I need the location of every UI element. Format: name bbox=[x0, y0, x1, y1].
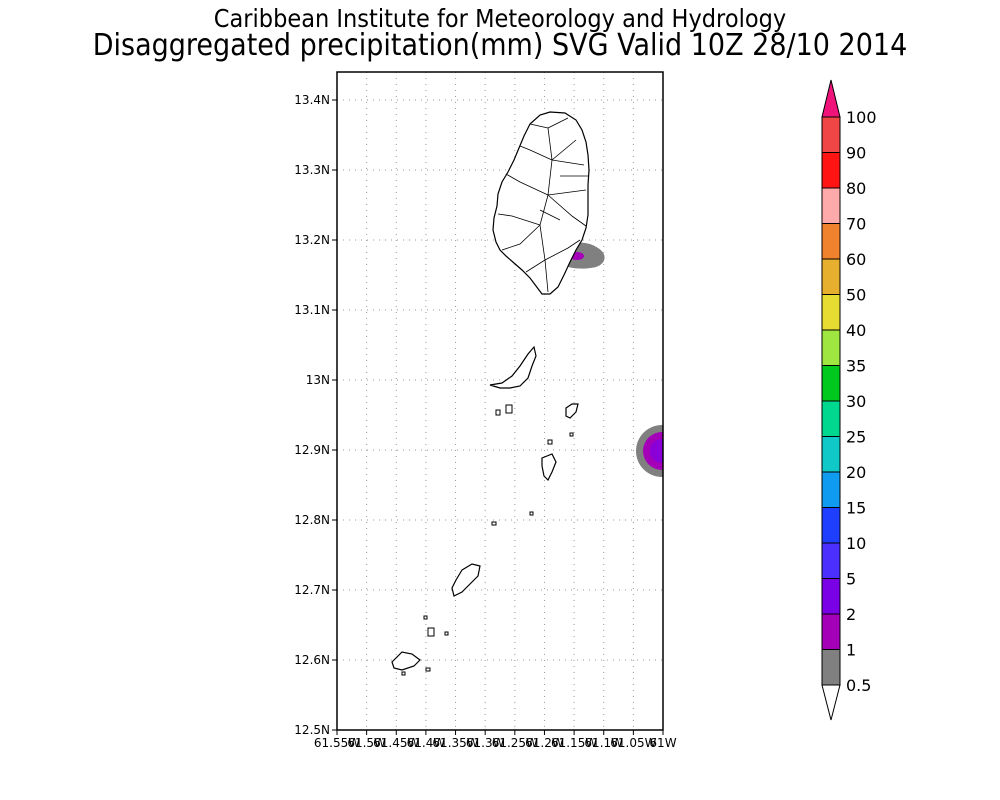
colorbar-segment bbox=[821, 329, 841, 366]
small-islets bbox=[401, 404, 574, 676]
lat-tick-label: 13.3N bbox=[294, 163, 330, 177]
lat-tick-label: 13.4N bbox=[294, 93, 330, 107]
colorbar-segment bbox=[821, 365, 841, 402]
colorbar-label: 2 bbox=[846, 605, 856, 624]
axes: 12.5N 12.6N 12.7N 12.8N 12.9N 13N 13.1N 13.2N 13… bbox=[294, 93, 676, 750]
lon-tick-label: 61.1W bbox=[584, 736, 623, 750]
title-institute: Caribbean Institute for Meteorology and … bbox=[213, 4, 787, 33]
gridlines bbox=[337, 72, 663, 730]
island-saint-vincent bbox=[492, 111, 590, 295]
lon-tick-label: 61.05W bbox=[610, 736, 656, 750]
colorbar-label: 25 bbox=[846, 428, 866, 447]
colorbar-segment bbox=[821, 400, 841, 437]
colorbar-segment bbox=[821, 258, 841, 295]
lat-tick-label: 12.6N bbox=[294, 653, 330, 667]
island-canouan bbox=[541, 453, 557, 482]
colorbar-label: 50 bbox=[846, 286, 866, 305]
colorbar-label: 0.5 bbox=[846, 676, 871, 695]
precip-area-east-edge bbox=[636, 425, 663, 477]
lat-tick-label: 12.8N bbox=[294, 513, 330, 527]
colorbar-label: 35 bbox=[846, 357, 866, 376]
colorbar-label: 5 bbox=[846, 570, 856, 589]
colorbar-label: 60 bbox=[846, 250, 866, 269]
colorbar-segment bbox=[821, 116, 841, 153]
island-union bbox=[451, 563, 481, 597]
colorbar-segment bbox=[821, 471, 841, 508]
colorbar-segment bbox=[821, 542, 841, 579]
colorbar: 100 90 80 70 60 50 40 35 30 25 20 15 10 5 2 1 0.5 bbox=[821, 79, 877, 721]
lon-tick-label: 61.15W bbox=[551, 736, 597, 750]
lat-tick-label: 12.7N bbox=[294, 583, 330, 597]
lon-tick-label: 61.55W bbox=[314, 736, 360, 750]
colorbar-segment bbox=[821, 578, 841, 615]
lon-tick-label: 61.3W bbox=[466, 736, 505, 750]
colorbar-label: 100 bbox=[846, 108, 877, 127]
colorbar-label: 80 bbox=[846, 179, 866, 198]
lat-tick-label: 13N bbox=[306, 373, 330, 387]
island-carriacou bbox=[391, 651, 421, 671]
lon-tick-label: 61.5W bbox=[347, 736, 386, 750]
colorbar-label: 30 bbox=[846, 392, 866, 411]
colorbar-top-arrow bbox=[821, 79, 841, 118]
colorbar-segment bbox=[821, 507, 841, 544]
lat-tick-label: 13.2N bbox=[294, 233, 330, 247]
lon-tick-label: 61.45W bbox=[373, 736, 419, 750]
lon-tick-label: 61.2W bbox=[525, 736, 564, 750]
colorbar-segment bbox=[821, 436, 841, 473]
island-bequia bbox=[489, 345, 537, 389]
lat-tick-label: 12.5N bbox=[294, 723, 330, 737]
lon-tick-label: 61.25W bbox=[492, 736, 538, 750]
colorbar-label: 40 bbox=[846, 321, 866, 340]
colorbar-segment bbox=[821, 613, 841, 650]
colorbar-segment bbox=[821, 294, 841, 331]
lon-tick-label: 61.4W bbox=[407, 736, 446, 750]
colorbar-segment bbox=[821, 223, 841, 260]
lon-tick-label: 61W bbox=[649, 736, 676, 750]
colorbar-bottom-arrow bbox=[821, 684, 841, 721]
colorbar-label: 1 bbox=[846, 641, 856, 660]
watershed-lines bbox=[497, 117, 588, 293]
colorbar-label: 10 bbox=[846, 534, 866, 553]
colorbar-segment bbox=[821, 187, 841, 224]
colorbar-label: 20 bbox=[846, 463, 866, 482]
lon-tick-label: 61.35W bbox=[432, 736, 478, 750]
plot-frame bbox=[336, 71, 664, 731]
colorbar-segment bbox=[821, 649, 841, 686]
lat-tick-label: 13.1N bbox=[294, 303, 330, 317]
colorbar-label: 70 bbox=[846, 215, 866, 234]
colorbar-segment bbox=[821, 152, 841, 189]
lat-tick-label: 12.9N bbox=[294, 443, 330, 457]
title-product: Disaggregated precipitation(mm) SVG Vali… bbox=[92, 28, 908, 63]
colorbar-label: 15 bbox=[846, 499, 866, 518]
colorbar-label: 90 bbox=[846, 144, 866, 163]
island-mustique bbox=[565, 403, 579, 419]
